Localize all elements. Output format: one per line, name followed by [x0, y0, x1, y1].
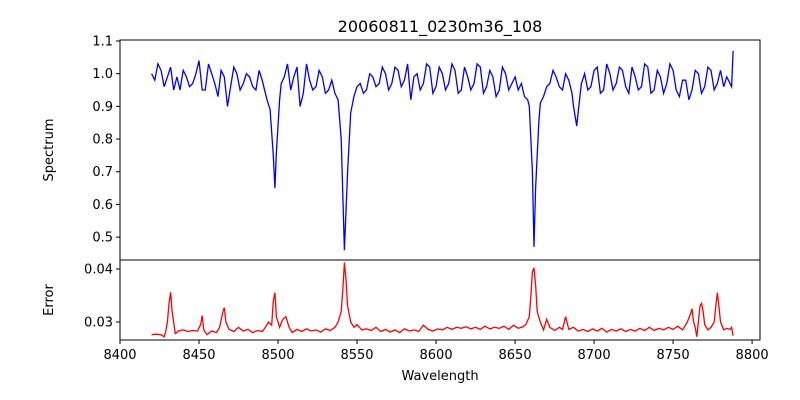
y-tick-label: 0.8 — [92, 133, 113, 148]
y-tick-label: 0.04 — [84, 263, 113, 278]
x-tick-label: 8650 — [499, 348, 532, 363]
x-tick-label: 8750 — [657, 348, 690, 363]
x-tick-label: 8500 — [261, 348, 294, 363]
y-tick-label: 0.6 — [92, 198, 113, 213]
x-axis-label: Wavelength — [401, 369, 478, 384]
x-tick-label: 8600 — [420, 348, 453, 363]
x-tick-label: 8700 — [578, 348, 611, 363]
y-tick-label: 0.9 — [92, 100, 113, 115]
y-axis-label-error: Error — [42, 284, 57, 316]
y-axis-label-spectrum: Spectrum — [42, 119, 57, 182]
y-tick-label: 1.1 — [92, 34, 113, 49]
x-tick-label: 8450 — [182, 348, 215, 363]
y-tick-label: 0.03 — [84, 315, 113, 330]
axes-frame — [119, 259, 761, 341]
y-tick-label: 1.0 — [92, 67, 113, 82]
error-line — [151, 262, 734, 338]
y-tick-label: 0.7 — [92, 165, 113, 180]
spectrum-line — [151, 50, 734, 251]
x-tick-label: 8400 — [103, 348, 136, 363]
axes-frame — [119, 39, 761, 261]
x-tick-label: 8800 — [736, 348, 769, 363]
chart-title: 20060811_0230m36_108 — [338, 17, 543, 37]
x-tick-label: 8550 — [340, 348, 373, 363]
y-tick-label: 0.5 — [92, 231, 113, 246]
